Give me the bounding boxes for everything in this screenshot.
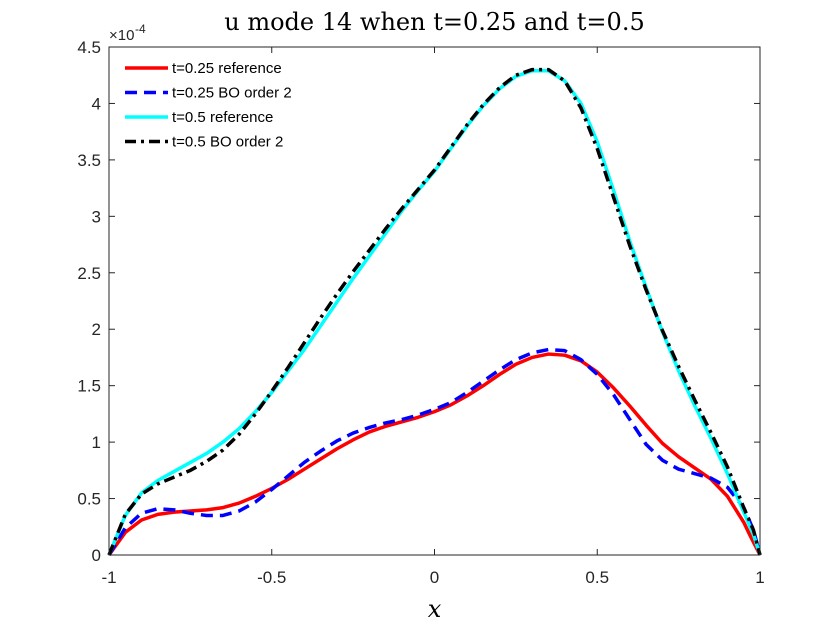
y-tick-label: 0.5 <box>77 490 101 509</box>
series-line-4 <box>107 67 762 556</box>
legend-label-3: t=0.5 reference <box>172 109 273 126</box>
x-tick-label: -0.5 <box>257 568 286 587</box>
y-tick-label: 4 <box>92 94 101 113</box>
y-exponent-power: -4 <box>135 22 146 36</box>
y-tick-label: 3.5 <box>77 151 101 170</box>
chart-title: u mode 14 when t=0.25 and t=0.5 <box>224 8 644 36</box>
y-ticks: 0 0.5 1 1.5 2 2.5 3 3.5 4 4.5 <box>77 38 760 565</box>
y-exponent-label: ×10 -4 <box>109 22 146 44</box>
y-tick-label: 0 <box>92 546 101 565</box>
y-tick-label: 4.5 <box>77 38 101 57</box>
x-axis-label: x <box>428 595 442 623</box>
y-tick-label: 2.5 <box>77 264 101 283</box>
y-tick-label: 3 <box>92 207 101 226</box>
x-tick-label: 1 <box>755 568 764 587</box>
legend-box <box>117 54 337 153</box>
legend: t=0.25 reference t=0.25 BO order 2 t=0.5 r… <box>117 54 337 153</box>
series-layer <box>107 67 762 557</box>
y-exponent-base: ×10 <box>109 27 134 44</box>
x-ticks: -1 -0.5 0 0.5 1 <box>101 47 765 587</box>
legend-label-4: t=0.5 BO order 2 <box>172 134 283 151</box>
y-tick-label: 1.5 <box>77 377 101 396</box>
series-line-1 <box>107 352 762 557</box>
x-tick-label: 0 <box>430 568 439 587</box>
y-tick-label: 1 <box>92 433 101 452</box>
legend-label-2: t=0.25 BO order 2 <box>172 85 292 102</box>
x-tick-label: -1 <box>101 568 116 587</box>
x-tick-label: 0.5 <box>585 568 609 587</box>
series-line-2 <box>107 347 762 556</box>
y-tick-label: 2 <box>92 320 101 339</box>
legend-label-1: t=0.25 reference <box>172 60 282 77</box>
